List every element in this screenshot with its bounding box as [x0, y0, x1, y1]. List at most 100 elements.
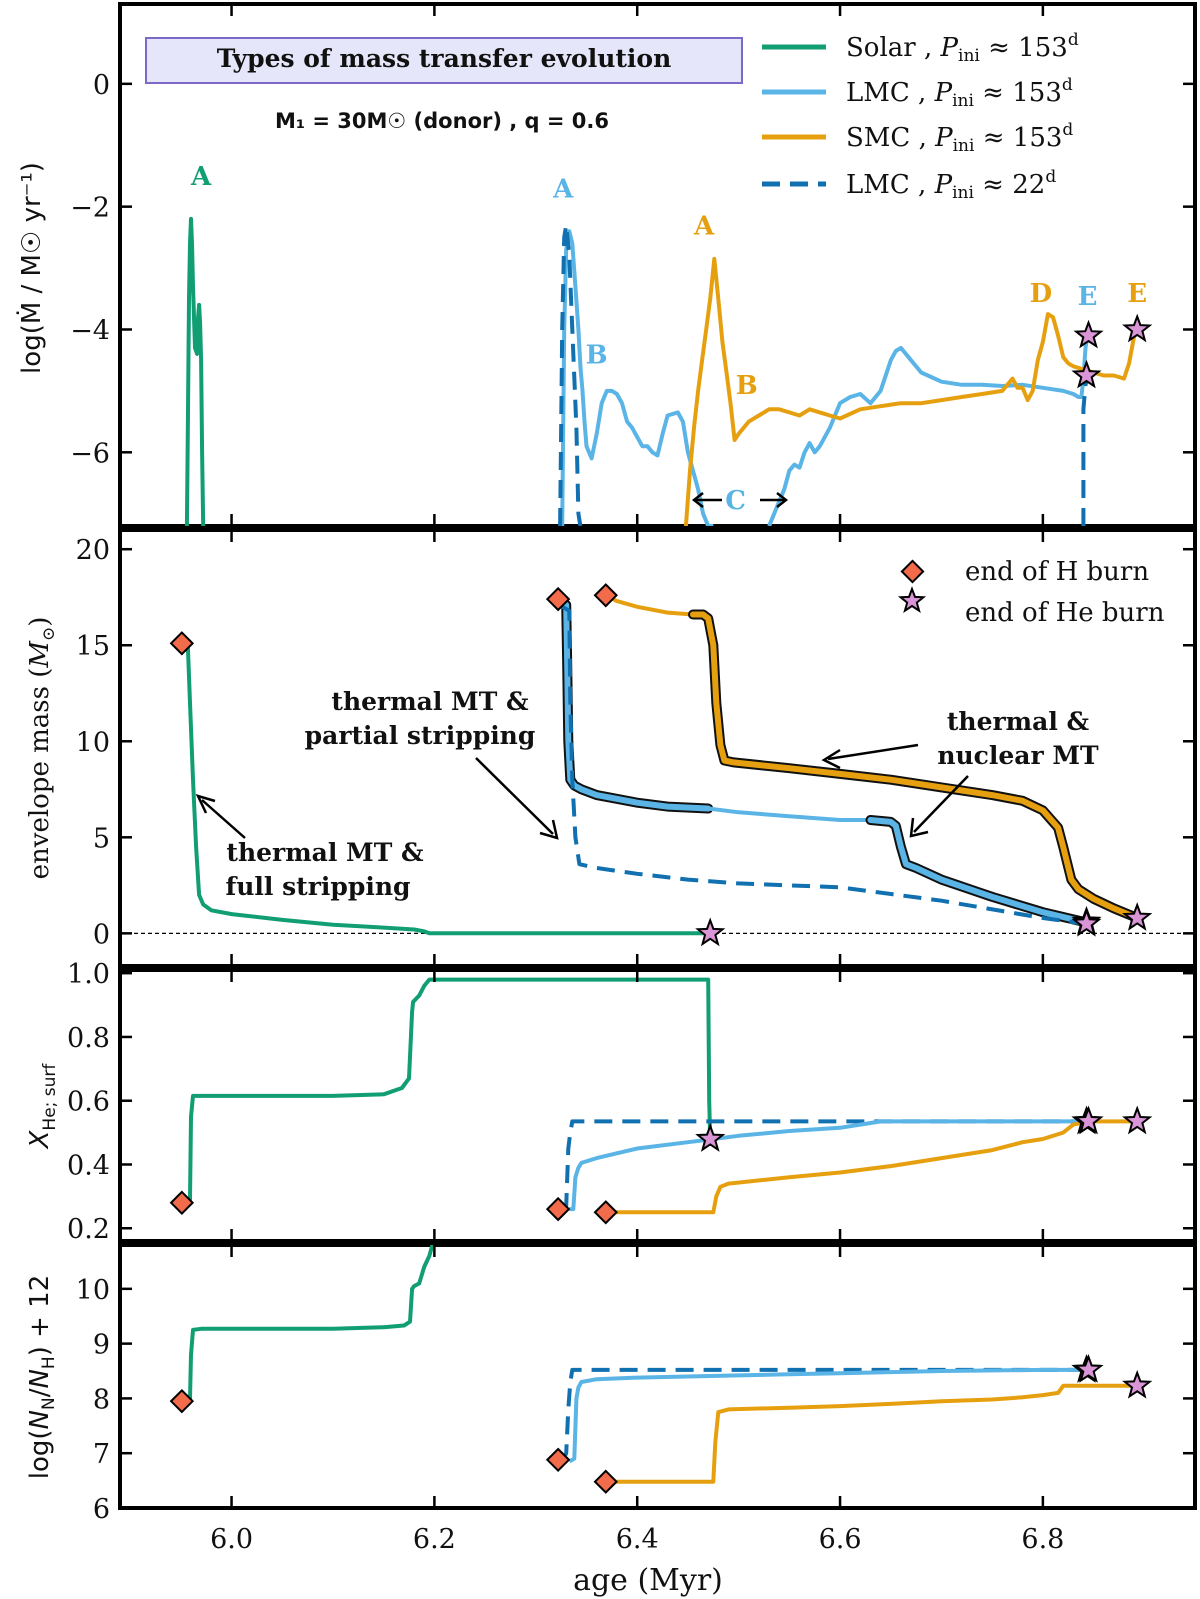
- ytick-label: 0.8: [67, 1023, 110, 1054]
- series-line-lmc22: [561, 605, 1085, 926]
- annotation-partial-stripping-line2: partial stripping: [305, 721, 536, 750]
- region-label-A: A: [693, 211, 715, 241]
- ytick-label: −4: [70, 315, 110, 346]
- xtick-label: 6.4: [616, 1524, 659, 1555]
- legend-envelope: end of H burn end of He burn: [897, 557, 1165, 628]
- legend-diamond-label: end of H burn: [965, 557, 1149, 587]
- ytick-label: 0: [93, 919, 110, 950]
- ytick-label: 10: [76, 1275, 110, 1306]
- c-phase-arrows: [691, 492, 789, 508]
- ytick-label: 8: [93, 1384, 110, 1415]
- ytick-label: 20: [76, 535, 110, 566]
- series-line-solar: [181, 977, 713, 1205]
- ylabel-mdot: log(Ṁ / M☉ yr⁻¹): [15, 162, 47, 374]
- end-h-burn-marker: [169, 631, 195, 656]
- legend-label-lmc22: LMC , Pini ≈ 22d: [846, 167, 1056, 203]
- ytick-label: 6: [93, 1494, 110, 1525]
- end-h-burn-marker: [169, 1388, 195, 1414]
- ytick-label: 0.4: [67, 1150, 110, 1181]
- series-line-smc: [683, 256, 1141, 526]
- legend-mdot: Solar , Pini ≈ 153d LMC , Pini ≈ 153d SM…: [762, 30, 1079, 203]
- series-line-smc: [605, 1383, 1138, 1484]
- legend-star-label: end of He burn: [965, 598, 1165, 628]
- series-line-solar: [184, 216, 206, 526]
- region-label-A: A: [552, 174, 574, 204]
- end-he-burn-marker: [695, 917, 726, 947]
- end-he-burn-marker: [1122, 313, 1153, 343]
- end-he-burn-marker: [1073, 1105, 1104, 1135]
- series-line-solar: [180, 641, 711, 936]
- end-he-burn-marker: [1071, 359, 1102, 389]
- legend-label-solar: Solar , Pini ≈ 153d: [846, 30, 1079, 66]
- series-line-smc: [690, 611, 1141, 921]
- annotation-full-stripping-line2: full stripping: [225, 872, 410, 901]
- end-he-burn-marker: [1122, 902, 1153, 931]
- series-line-lmc: [707, 806, 871, 822]
- panel-mdot-frame: [118, 2, 1197, 528]
- ylabel-envelope: envelope mass (M⊙): [25, 617, 59, 880]
- end-he-burn-marker: [1122, 1105, 1153, 1135]
- annotation-partial-stripping: thermal MT & partial stripping: [305, 687, 559, 840]
- end-he-burn-marker: [1073, 1354, 1104, 1383]
- series-line-lmc22: [558, 223, 583, 526]
- region-label-A: A: [190, 162, 212, 192]
- annotation-nuclear-mt: thermal & nuclear MT: [821, 707, 1099, 838]
- series-line-lmc: [568, 1367, 1089, 1464]
- end-he-burn-marker: [1071, 907, 1102, 937]
- ytick-label: −2: [70, 193, 110, 224]
- chart-title: Types of mass transfer evolution: [217, 44, 672, 73]
- legend-label-smc: SMC , Pini ≈ 153d: [846, 120, 1073, 156]
- annotation-partial-stripping-line1: thermal MT &: [331, 687, 529, 716]
- annotation-nuclear-mt-line1: thermal &: [947, 707, 1090, 736]
- ytick-label: 9: [93, 1330, 110, 1361]
- panel-nitrogen: [181, 1245, 1138, 1484]
- ytick-label: −6: [70, 438, 110, 469]
- series-line-lmc: [560, 229, 714, 526]
- xtick-label: 6.2: [413, 1524, 456, 1555]
- xtick-label: 6.6: [819, 1524, 862, 1555]
- legend-star-marker: [897, 586, 927, 614]
- series-line-lmc: [767, 333, 1090, 526]
- region-label-C: C: [725, 486, 746, 516]
- chart-subtitle: M₁ = 30M☉ (donor) , q = 0.6: [275, 109, 609, 133]
- end-h-burn-marker: [593, 583, 618, 608]
- end-h-burn-marker: [593, 1200, 618, 1225]
- panel-xhe-frame: [118, 968, 1197, 1243]
- ytick-label: 0.2: [67, 1214, 110, 1245]
- ytick-label: 5: [93, 823, 110, 854]
- series-line-smc: [605, 1119, 1138, 1215]
- panel-mdot: [184, 216, 1141, 526]
- ytick-label: 7: [93, 1439, 110, 1470]
- xtick-label: 6.0: [210, 1524, 253, 1555]
- legend-label-lmc: LMC , Pini ≈ 153d: [846, 75, 1073, 111]
- xlabel: age (Myr): [573, 1563, 723, 1598]
- end-h-burn-marker: [545, 1447, 571, 1472]
- ylabel-xhe: XHe; surf: [25, 1063, 60, 1151]
- end-h-burn-marker: [169, 1190, 195, 1215]
- region-label-E: E: [1127, 279, 1147, 309]
- end-he-burn-marker: [1073, 319, 1104, 349]
- ytick-label: 15: [76, 631, 110, 662]
- ytick-label: 1.0: [67, 959, 110, 990]
- annotation-full-stripping-line1: thermal MT &: [226, 838, 424, 867]
- ticks-layer: 0 −2 −4 −6 0 5 10 15 20 0.2 0.4 0.6 0.8 1.0 6 7 8 9 10 6.0 6…: [67, 4, 1195, 1555]
- region-label-D: D: [1030, 279, 1053, 309]
- end-h-burn-marker: [545, 586, 571, 612]
- panel-envelope-frame: [118, 528, 1197, 968]
- ylabel-nitrogen: log(NN/NH) + 12: [25, 1275, 59, 1480]
- series-line-solar: [181, 1245, 435, 1404]
- ytick-label: 0: [93, 70, 110, 101]
- region-label-B: B: [586, 340, 608, 370]
- annotation-nuclear-mt-line2: nuclear MT: [937, 741, 1099, 770]
- end-he-burn-marker: [1122, 1369, 1153, 1399]
- region-label-B: B: [736, 371, 758, 401]
- ytick-label: 10: [76, 727, 110, 758]
- panel-envelope: [120, 593, 1195, 936]
- region-label-E: E: [1078, 282, 1098, 312]
- annotation-full-stripping: thermal MT & full stripping: [195, 794, 424, 901]
- end-h-burn-marker: [593, 1469, 618, 1494]
- end-h-burn-marker: [545, 1196, 571, 1222]
- xtick-label: 6.8: [1021, 1524, 1064, 1555]
